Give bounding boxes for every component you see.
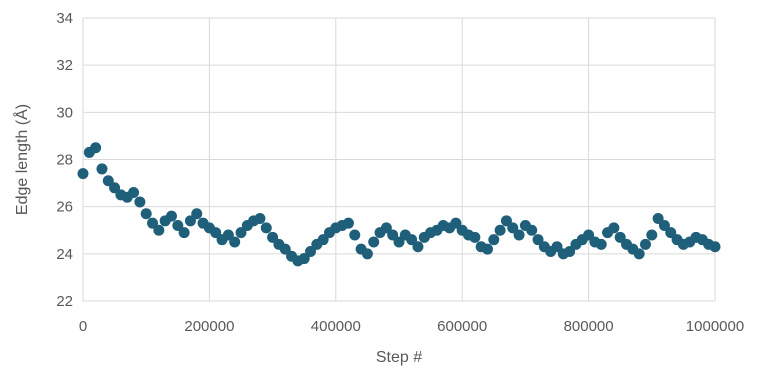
data-point — [172, 220, 184, 232]
y-tick-label: 32 — [56, 57, 73, 74]
data-point — [393, 236, 405, 248]
data-point — [709, 241, 721, 253]
data-point — [481, 243, 493, 255]
y-tick-label: 30 — [56, 104, 73, 121]
data-point — [102, 175, 114, 187]
data-point — [298, 253, 310, 265]
data-point — [387, 229, 399, 241]
y-tick-label: 26 — [56, 199, 73, 216]
data-point — [564, 245, 576, 257]
y-tick-label: 28 — [56, 152, 73, 169]
data-point — [147, 217, 159, 229]
data-point — [178, 227, 190, 239]
grid-lines — [82, 17, 716, 302]
x-tick-label: 400000 — [311, 318, 361, 335]
data-point — [317, 234, 329, 246]
data-point — [406, 234, 418, 246]
data-point — [342, 217, 354, 229]
data-point — [507, 222, 519, 234]
data-point — [134, 196, 146, 208]
y-axis-ticks: 22 24 26 28 30 32 34 — [56, 10, 73, 310]
data-point — [488, 234, 500, 246]
data-point — [349, 229, 361, 241]
x-axis-ticks: 0 200000 400000 600000 800000 1000000 — [79, 318, 744, 335]
data-point — [235, 227, 247, 239]
data-point — [229, 236, 241, 248]
data-point — [77, 168, 89, 180]
y-tick-label: 22 — [56, 293, 73, 310]
data-point — [532, 234, 544, 246]
data-point — [639, 238, 651, 250]
data-point — [646, 229, 658, 241]
data-point — [450, 217, 462, 229]
data-point — [583, 229, 595, 241]
plot-area-border — [82, 17, 716, 302]
data-point — [551, 241, 563, 253]
y-tick-label: 34 — [56, 10, 73, 27]
data-point — [526, 224, 538, 236]
x-tick-label: 800000 — [564, 318, 614, 335]
data-point — [608, 222, 620, 234]
data-point — [90, 142, 102, 154]
data-point — [500, 215, 512, 227]
data-point — [267, 231, 279, 243]
data-point — [494, 224, 506, 236]
data-point — [109, 182, 121, 194]
x-tick-label: 0 — [79, 318, 87, 335]
data-point — [513, 229, 525, 241]
data-point — [165, 210, 177, 222]
data-point — [469, 231, 481, 243]
data-point — [652, 212, 664, 224]
x-tick-label: 1000000 — [686, 318, 744, 335]
x-tick-label: 200000 — [184, 318, 234, 335]
data-point — [658, 220, 670, 232]
y-axis-title: Edge length (Å) — [12, 104, 31, 215]
data-point — [210, 227, 222, 239]
data-point — [260, 222, 272, 234]
data-point — [633, 248, 645, 260]
data-point — [96, 163, 108, 175]
data-point — [595, 238, 607, 250]
data-point — [191, 208, 203, 220]
data-point — [279, 243, 291, 255]
y-tick-label: 24 — [56, 246, 73, 263]
data-point — [412, 241, 424, 253]
x-tick-label: 600000 — [437, 318, 487, 335]
data-point — [305, 245, 317, 257]
data-point — [380, 222, 392, 234]
data-point — [361, 248, 373, 260]
data-point — [128, 187, 140, 199]
data-point — [153, 224, 165, 236]
data-points — [77, 142, 721, 267]
data-point — [614, 231, 626, 243]
data-point — [140, 208, 152, 220]
data-point — [368, 236, 380, 248]
data-point — [665, 227, 677, 239]
x-axis-title: Step # — [376, 349, 422, 366]
data-point — [254, 212, 266, 224]
data-point — [184, 215, 196, 227]
data-point — [222, 229, 234, 241]
